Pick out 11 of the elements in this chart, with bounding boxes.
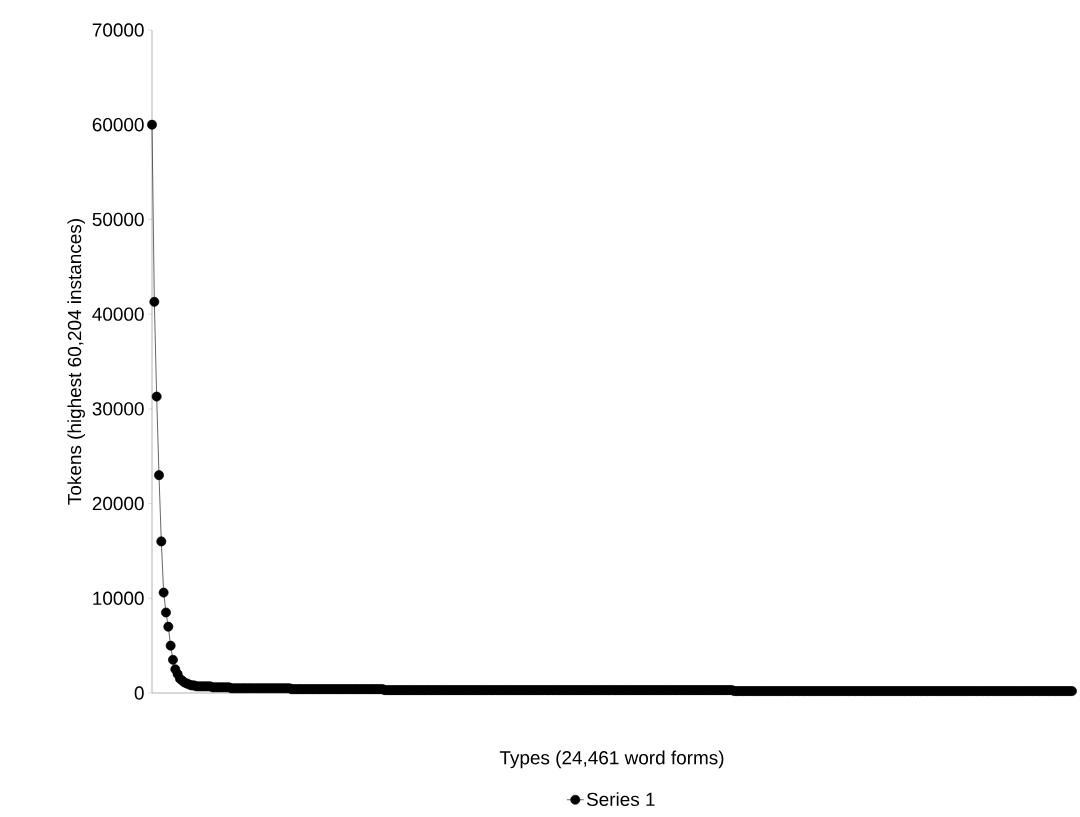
x-axis-title: Types (24,461 word forms) [499,750,724,769]
y-tick-label: 10000 [93,591,144,605]
y-tick-label: 20000 [92,496,144,511]
y-tick-label: 30000 [92,402,144,416]
y-axis-title: Tokens (highest 60,204 instances) [67,219,85,505]
y-tick-label: 40000 [92,307,144,321]
legend-label: Series 1 [586,792,655,807]
y-tick-label: 70000 [92,23,144,37]
y-tick-label: 50000 [92,212,144,227]
y-tick-label: 60000 [92,118,144,132]
y-tick-label: 0 [134,686,144,700]
